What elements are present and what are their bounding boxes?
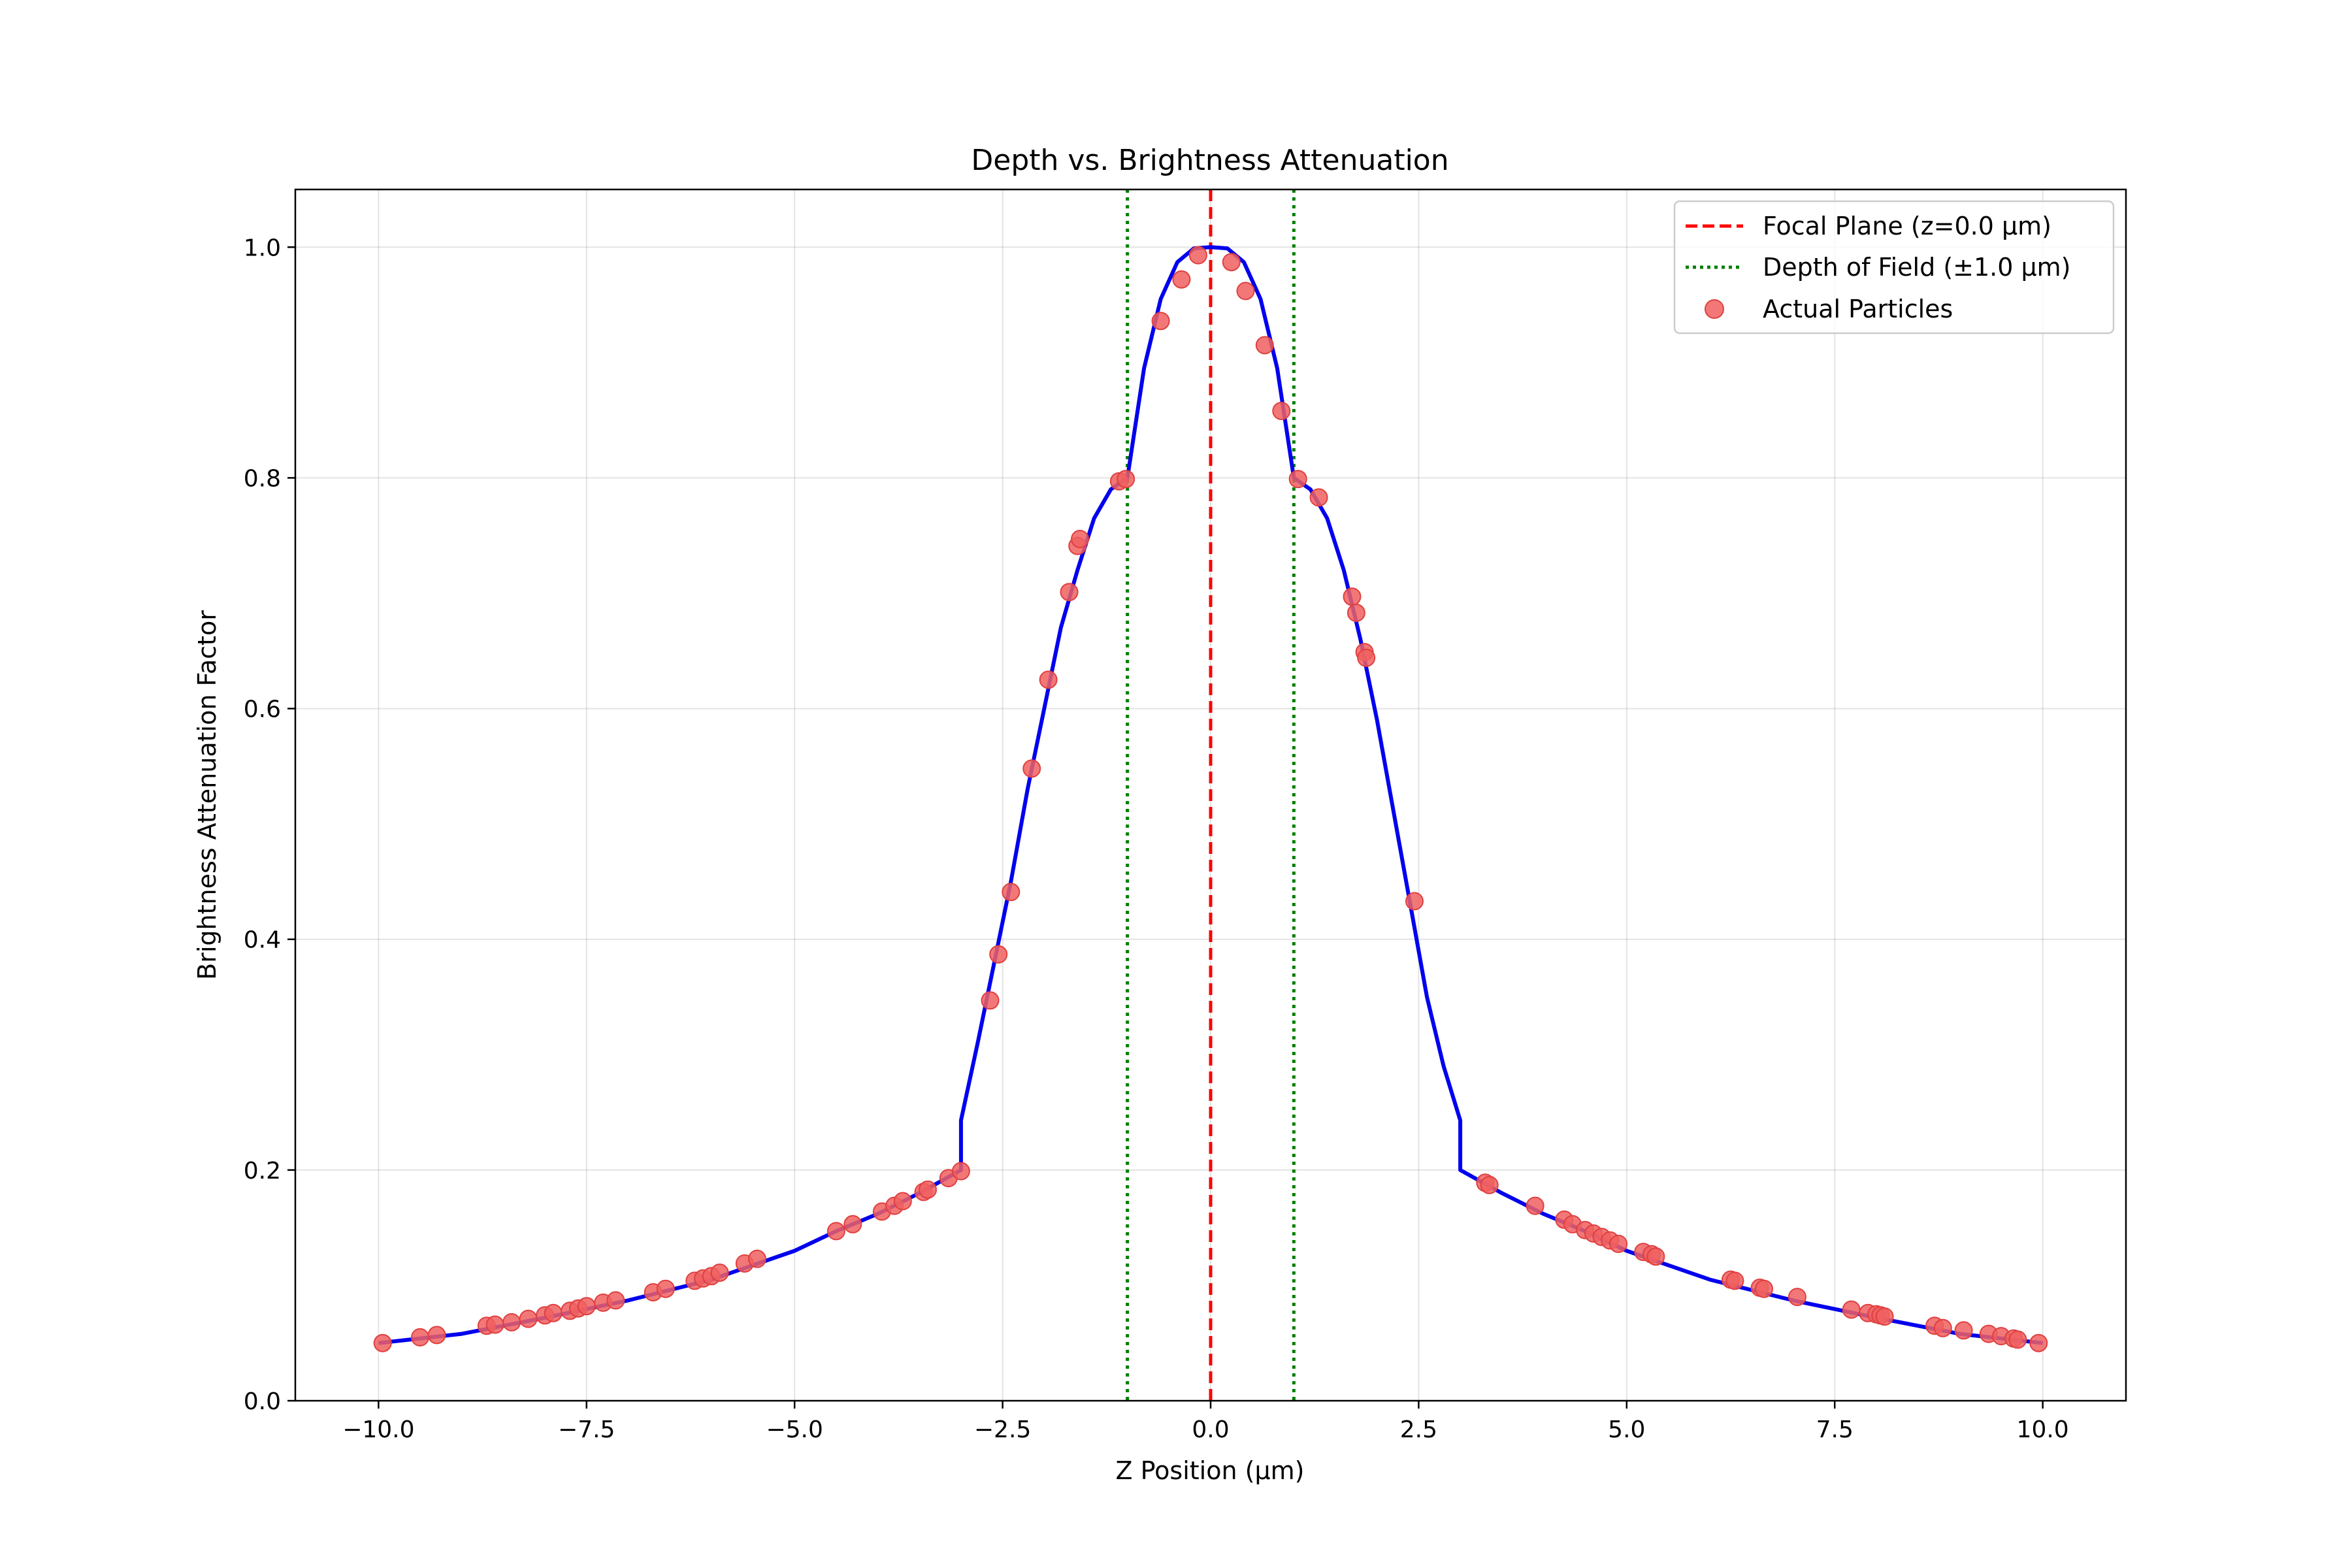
x-tick-label-2: −5.0 [766, 1416, 823, 1443]
legend-focal-label: Focal Plane (z=0.0 µm) [1763, 212, 2051, 240]
particle-point-40 [1117, 470, 1135, 489]
x-axis-label: Z Position (µm) [1116, 1456, 1305, 1485]
particle-point-42 [1172, 270, 1191, 289]
depth-of-field-lines [1126, 189, 1296, 1401]
y-tick-label-2: 0.4 [244, 927, 281, 954]
particle-point-38 [1071, 530, 1089, 548]
particle-point-50 [1343, 587, 1362, 606]
legend-particles-label: Actual Particles [1763, 295, 1953, 323]
particle-point-1 [411, 1328, 429, 1347]
chart-title: Depth vs. Brightness Attenuation [971, 144, 1448, 177]
particle-point-0 [373, 1333, 392, 1352]
particle-point-44 [1222, 253, 1241, 272]
particle-point-22 [826, 1222, 845, 1241]
particle-point-15 [656, 1279, 675, 1298]
particle-point-32 [989, 945, 1008, 964]
particle-point-11 [577, 1297, 596, 1316]
y-tick-label-1: 0.2 [244, 1158, 281, 1184]
particle-point-48 [1288, 470, 1307, 489]
particle-point-80 [1954, 1321, 1973, 1340]
particle-point-28 [919, 1180, 937, 1199]
particle-point-73 [1842, 1300, 1861, 1319]
particle-point-47 [1272, 402, 1291, 420]
particle-point-41 [1151, 312, 1170, 331]
particle-point-5 [502, 1313, 521, 1331]
particle-point-77 [1875, 1307, 1894, 1326]
x-tick-label-3: −2.5 [974, 1416, 1031, 1443]
x-tick-label-0: −10.0 [342, 1416, 414, 1443]
particle-point-69 [1725, 1271, 1744, 1290]
y-tick-label-5: 1.0 [244, 235, 281, 261]
particle-point-4 [485, 1315, 504, 1334]
y-axis-label: Brightness Attenuation Factor [193, 610, 221, 980]
particle-point-46 [1255, 336, 1274, 355]
particle-point-21 [747, 1249, 766, 1268]
y-tick-label-4: 0.8 [244, 465, 281, 492]
particle-point-49 [1309, 488, 1328, 507]
particle-point-6 [519, 1309, 538, 1328]
particle-point-67 [1646, 1247, 1665, 1266]
y-tick-label-3: 0.6 [244, 696, 281, 723]
particle-point-2 [427, 1326, 446, 1345]
legend-dof-label: Depth of Field (±1.0 µm) [1763, 253, 2071, 282]
particle-point-8 [544, 1303, 563, 1322]
x-tick-label-1: −7.5 [558, 1416, 615, 1443]
particle-point-56 [1480, 1175, 1499, 1194]
x-tick-label-7: 7.5 [1816, 1416, 1854, 1443]
particle-points [373, 246, 2048, 1352]
particle-point-85 [2029, 1333, 2048, 1352]
legend: Focal Plane (z=0.0 µm) Depth of Field (±… [1673, 200, 2115, 335]
x-axis-ticks: −10.0 −7.5 −5.0 −2.5 0.0 2.5 5.0 7.5 10.0 [342, 1401, 2069, 1443]
particle-point-71 [1755, 1279, 1773, 1298]
legend-particles-marker [1705, 299, 1724, 319]
x-tick-label-4: 0.0 [1192, 1416, 1229, 1443]
x-tick-label-5: 2.5 [1400, 1416, 1437, 1443]
particle-point-51 [1347, 604, 1365, 622]
particle-point-54 [1405, 892, 1424, 911]
particle-point-34 [1022, 759, 1041, 778]
y-axis-ticks: 0.0 0.2 0.4 0.6 0.8 1.0 [244, 235, 295, 1415]
particle-point-53 [1357, 648, 1376, 667]
particle-point-72 [1788, 1288, 1806, 1307]
x-tick-label-6: 5.0 [1608, 1416, 1645, 1443]
particle-point-26 [893, 1192, 912, 1211]
particle-point-13 [606, 1291, 625, 1310]
legend-box [1673, 200, 2115, 335]
particle-point-19 [710, 1264, 729, 1282]
particle-point-43 [1188, 246, 1207, 265]
particle-point-84 [2008, 1330, 2027, 1349]
particle-point-64 [1609, 1234, 1628, 1253]
particle-point-36 [1060, 583, 1079, 602]
particle-point-35 [1039, 670, 1058, 689]
particle-point-79 [1933, 1318, 1952, 1337]
y-tick-label-0: 0.0 [244, 1388, 281, 1415]
particle-point-23 [843, 1215, 862, 1233]
particle-point-31 [981, 991, 1000, 1010]
particle-point-57 [1526, 1196, 1544, 1215]
particle-point-30 [951, 1162, 970, 1181]
x-tick-label-8: 10.0 [2017, 1416, 2069, 1443]
particle-point-33 [1002, 883, 1021, 902]
particle-point-45 [1236, 282, 1255, 301]
